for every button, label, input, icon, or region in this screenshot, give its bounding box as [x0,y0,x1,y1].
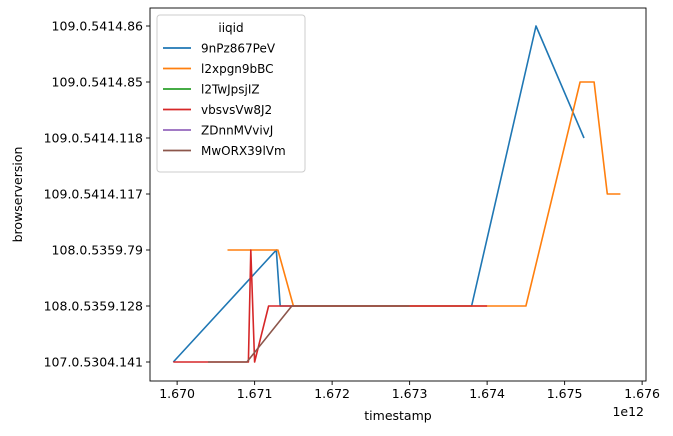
x-tick-label: 1.671 [237,386,273,401]
legend-title: iiqid [218,21,243,35]
x-tick-label: 1.675 [547,386,583,401]
y-tick-label: 109.0.5414.86 [52,19,143,34]
y-axis-label: browserversion [10,147,25,243]
y-tick-label: 109.0.5414.118 [44,131,143,146]
series-line-5 [208,305,410,363]
legend-label: 9nPz867PeV [201,42,276,56]
plot-area-frame [149,7,647,382]
x-axis: 1.670 1.671 1.672 1.673 1.674 1.675 1.676 [159,381,660,401]
legend-label: l2xpgn9bBC [201,62,274,76]
x-tick-label: 1.672 [314,386,350,401]
x-axis-offset-label: 1e12 [612,404,644,419]
x-axis-label: timestamp [364,408,431,423]
x-tick-label: 1.676 [624,386,660,401]
y-tick-label: 109.0.5414.85 [52,75,143,90]
legend-label: MwORX39lVm [201,144,286,158]
x-tick-label: 1.673 [392,386,428,401]
legend: iiqid 9nPz867PeV l2xpgn9bBC l2TwJpsjIZ vbsvs… [156,14,306,173]
series-line-1 [227,81,621,307]
plot-lines [172,25,621,363]
y-tick-label: 108.0.5359.79 [52,243,143,258]
y-tick-label: 109.0.5414.117 [44,187,143,202]
y-axis: 107.0.5304.141 108.0.5359.128 108.0.5359.7… [44,19,150,370]
legend-box [156,14,306,173]
legend-label: l2TwJpsjIZ [201,83,260,97]
legend-label: ZDnnMVvivJ [201,124,273,138]
legend-label: vbsvsVw8J2 [201,103,272,117]
y-tick-label: 108.0.5359.128 [44,299,143,314]
x-tick-label: 1.674 [469,386,505,401]
y-tick-label: 107.0.5304.141 [44,355,143,370]
x-tick-label: 1.670 [159,386,195,401]
